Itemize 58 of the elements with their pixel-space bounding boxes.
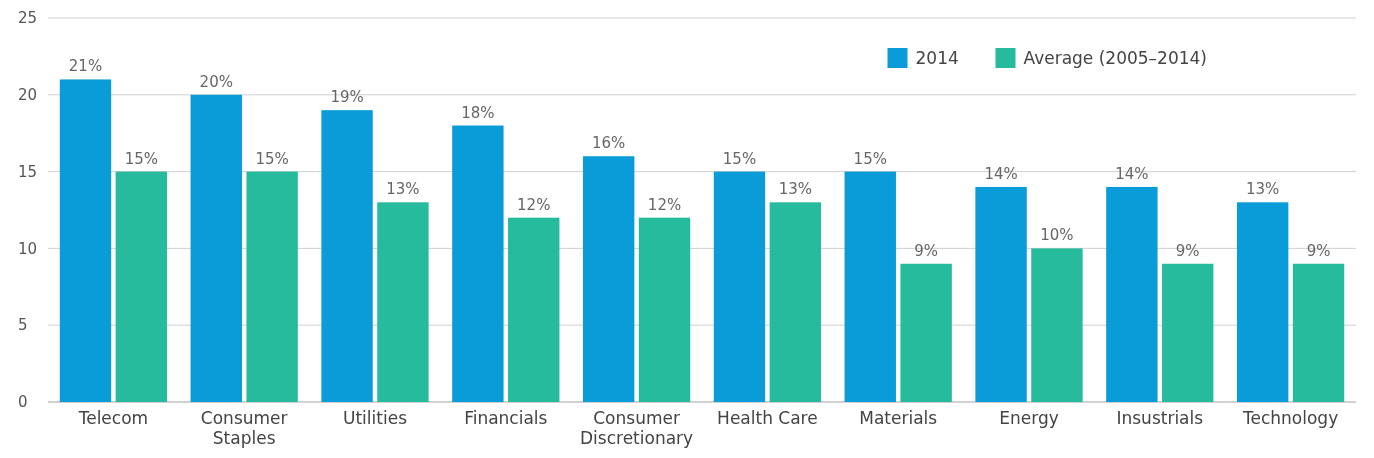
y-tick-label: 25 (18, 9, 38, 28)
bar (713, 171, 766, 402)
data-label: 13% (386, 180, 420, 199)
bar (1292, 263, 1345, 402)
x-tick-label: Telecom (77, 408, 149, 428)
data-label: 12% (647, 195, 682, 214)
bar (1236, 202, 1289, 402)
x-tick-label: Energy (999, 408, 1059, 428)
bar (246, 171, 298, 402)
data-label: 10% (1040, 226, 1074, 245)
bar (844, 171, 896, 402)
data-label: 13% (1246, 180, 1280, 199)
data-label: 18% (461, 103, 495, 122)
bar (975, 186, 1027, 402)
x-tick-label: Health Care (717, 408, 818, 428)
x-tick-label: Financials (464, 408, 548, 428)
legend-label: 2014 (915, 48, 959, 68)
bar (900, 263, 952, 402)
legend-label: Average (2005–2014) (1023, 48, 1208, 68)
data-label: 15% (124, 149, 158, 168)
bar (582, 156, 635, 402)
data-label: 15% (255, 149, 289, 168)
x-tick-label: Utilities (343, 408, 408, 428)
bar (1106, 186, 1158, 402)
data-label: 20% (199, 72, 233, 91)
x-tick-label: Insustrials (1116, 408, 1204, 428)
data-label: 9% (1175, 241, 1200, 260)
data-label: 14% (1115, 164, 1149, 183)
bar (452, 125, 504, 402)
bar (115, 171, 168, 402)
bar (769, 202, 822, 402)
bar (508, 217, 560, 402)
y-tick-label: 10 (18, 239, 38, 258)
y-tick-label: 20 (18, 86, 38, 105)
x-tick-label: Consumer Discretionary (580, 408, 694, 448)
data-label: 21% (68, 57, 103, 76)
bar (377, 202, 429, 402)
data-label: 12% (517, 195, 551, 214)
x-tick-label: Technology (1241, 408, 1339, 428)
y-tick-label: 5 (18, 316, 28, 335)
bar (321, 110, 373, 402)
x-tick-label: Consumer Staples (200, 408, 288, 448)
data-label: 15% (722, 149, 757, 168)
x-tick-label: Materials (859, 408, 938, 428)
bar (638, 217, 691, 402)
bar (1031, 248, 1083, 402)
data-label: 9% (914, 241, 939, 260)
bar (1162, 263, 1214, 402)
bar (59, 79, 112, 402)
bar (190, 94, 242, 402)
data-label: 14% (984, 164, 1018, 183)
data-label: 15% (853, 149, 887, 168)
data-label: 19% (330, 88, 364, 107)
data-label: 13% (778, 180, 812, 199)
data-label: 16% (592, 134, 626, 153)
data-label: 9% (1306, 241, 1331, 260)
y-tick-label: 15 (18, 162, 38, 181)
y-tick-label: 0 (18, 393, 28, 412)
